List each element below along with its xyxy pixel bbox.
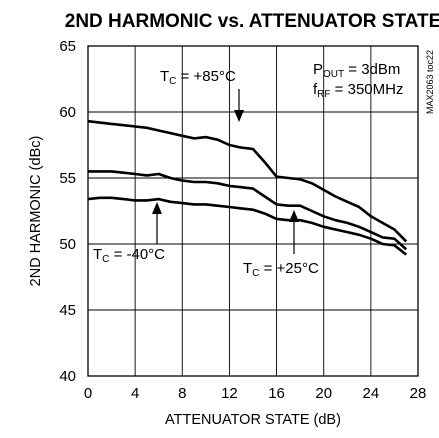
series-line-25c [88,170,408,251]
svg-text:TC = +25°C: TC = +25°C [243,260,319,279]
chart-title: 2ND HARMONIC vs. ATTENUATOR STATE [65,11,439,32]
y-tick-label: 65 [59,38,76,55]
x-tick-label: 8 [178,385,186,402]
y-tick-label: 50 [59,236,76,253]
series-line-m40c [87,196,408,256]
x-tick-labels: 0 4 8 12 16 20 24 28 [84,385,427,402]
gridlines [88,46,418,376]
arrow-25c-head [289,210,299,222]
x-tick-label: 28 [410,385,427,402]
series-lines [87,119,408,256]
x-tick-label: 4 [131,385,139,402]
series-line-85c [87,119,408,243]
x-tick-label: 12 [221,385,238,402]
x-tick-label: 0 [84,385,92,402]
y-tick-labels: 40 45 50 55 60 65 [59,38,76,385]
y-tick-label: 60 [59,104,76,121]
y-tick-label: 40 [59,368,76,385]
svg-text:TC = +85°C: TC = +85°C [160,68,236,87]
y-axis-label: 2ND HARMONIC (dBc) [28,136,44,287]
arrow-m40c-head [152,202,162,214]
frf-condition: fRF = 350MHz [313,81,403,100]
y-tick-label: 55 [59,170,76,187]
x-axis-label: ATTENUATOR STATE (dB) [165,412,341,428]
part-number: MAX2063 toc22 [425,50,435,114]
x-tick-label: 16 [268,385,285,402]
x-tick-label: 24 [363,385,380,402]
pout-condition: POUT = 3dBm [313,61,400,80]
annotation-25c: TC = +25°C [243,210,319,279]
annotation-m40c: TC = -40°C [93,202,165,265]
plot-frame [87,45,419,377]
svg-text:TC = -40°C: TC = -40°C [93,246,165,265]
y-tick-label: 45 [59,302,76,319]
arrow-85c-head [234,110,244,122]
x-tick-label: 20 [315,385,332,402]
annotation-85c: TC = +85°C [160,68,244,122]
